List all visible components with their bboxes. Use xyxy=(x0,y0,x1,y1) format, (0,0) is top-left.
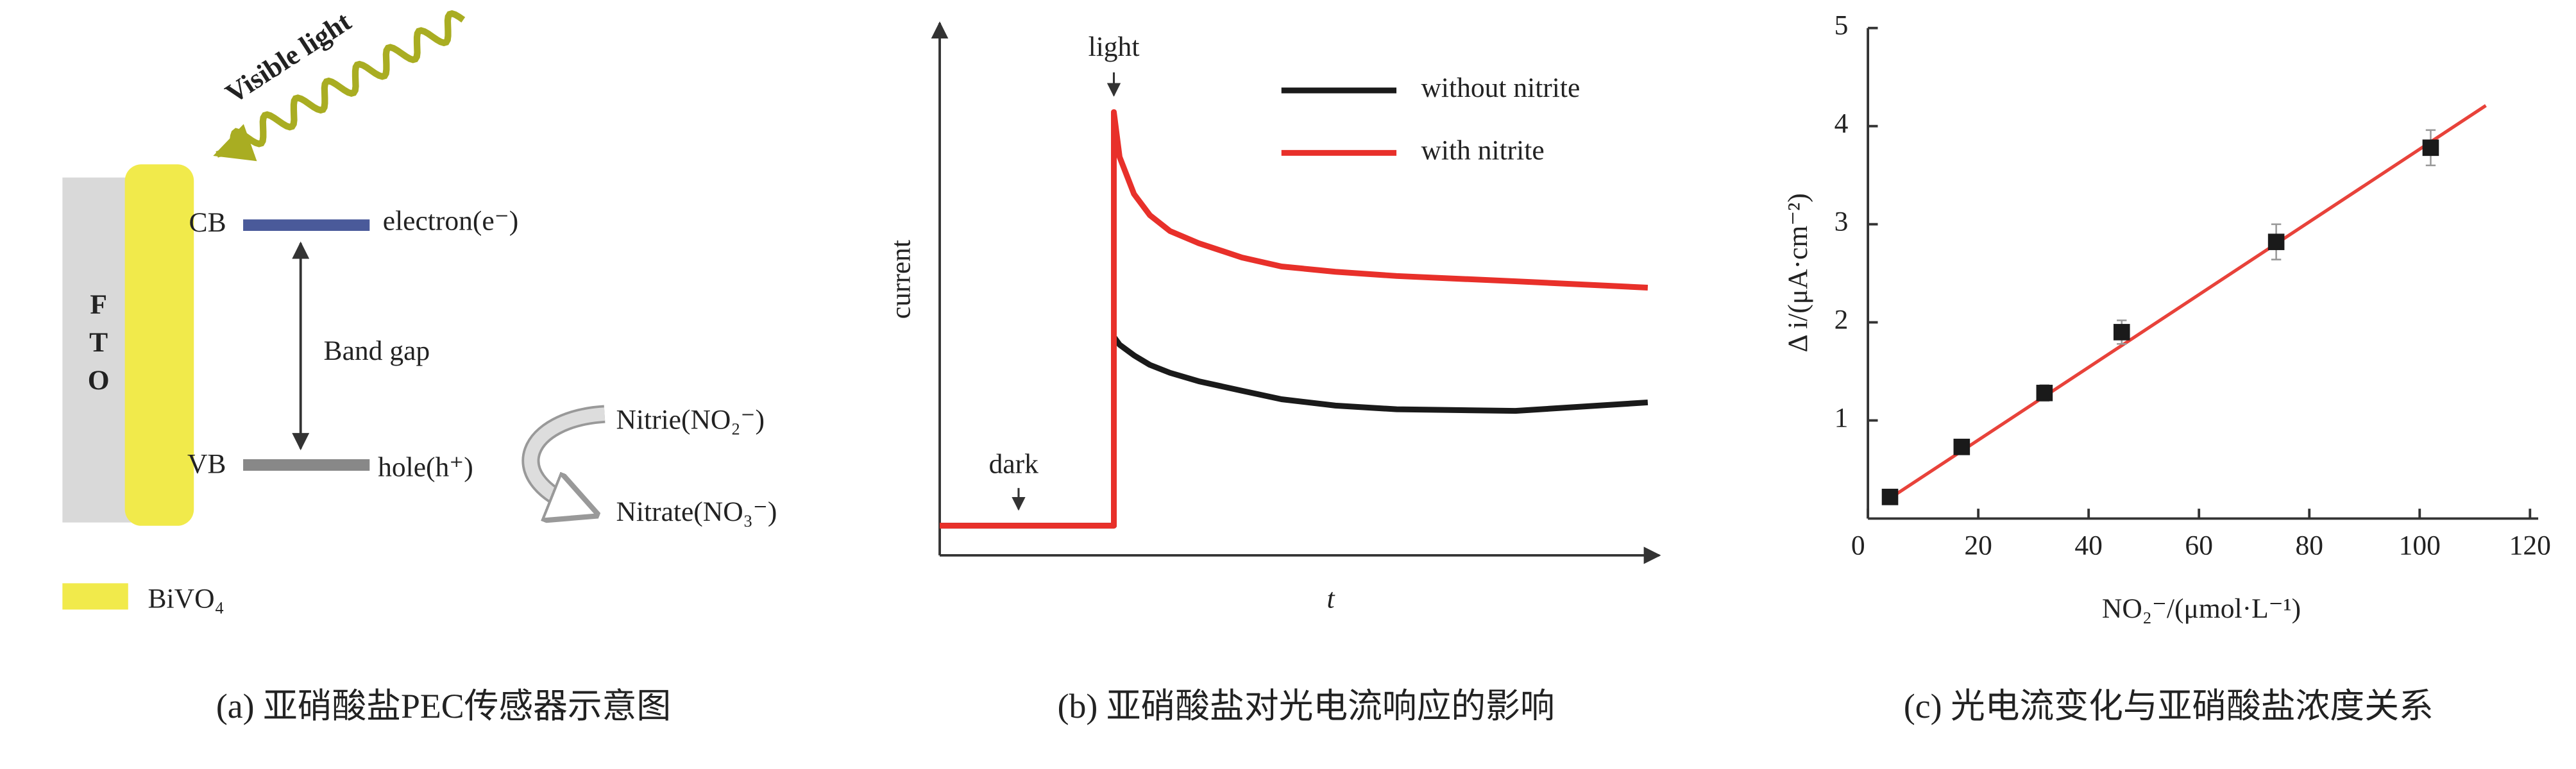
point xyxy=(1953,439,1970,455)
point xyxy=(2036,384,2053,401)
point xyxy=(2113,324,2130,341)
annotation: light xyxy=(1089,31,1140,62)
hole-label: hole(h⁺) xyxy=(378,452,473,483)
electron-label: electron(e⁻) xyxy=(383,205,518,236)
x-tick-label: 120 xyxy=(2509,530,2551,561)
fto-letter: O xyxy=(88,365,110,396)
light-wave xyxy=(213,10,466,162)
point xyxy=(2422,139,2439,156)
point xyxy=(2267,233,2285,250)
x-axis-label: t xyxy=(1327,584,1335,614)
line-series xyxy=(940,334,1648,529)
legend-label: BiVO₄ xyxy=(148,584,225,614)
fit-line xyxy=(1883,104,2487,503)
conversion-arrow-fill xyxy=(524,407,606,506)
x-tick-label: 60 xyxy=(2185,530,2213,561)
y-axis-label: current xyxy=(886,240,917,319)
caption: (a) 亚硝酸盐PEC传感器示意图 xyxy=(216,687,671,725)
bivo4-layer xyxy=(124,164,194,526)
fto-letter: T xyxy=(89,327,108,358)
caption: (c) 光电流变化与亚硝酸盐浓度关系 xyxy=(1904,687,2434,725)
panel-a: F T O CB electron(e⁻) Band gap VB hole(h… xyxy=(62,6,777,614)
x-tick-label: 100 xyxy=(2399,530,2441,561)
y-tick-label: 1 xyxy=(1835,403,1849,434)
nitrate-label: Nitrate(NO₃⁻) xyxy=(616,496,777,527)
light-label: Visible light xyxy=(220,6,357,110)
caption: (b) 亚硝酸盐对光电流响应的影响 xyxy=(1058,687,1555,725)
vb-label: VB xyxy=(187,449,226,480)
y-axis-label: Δ i/(μA·cm⁻²) xyxy=(1783,193,1813,352)
x-tick-label: 0 xyxy=(1851,530,1865,561)
legend-label: with nitrite xyxy=(1421,135,1544,165)
point xyxy=(1881,489,1899,505)
y-tick-label: 3 xyxy=(1835,207,1849,237)
x-tick-label: 40 xyxy=(2074,530,2103,561)
cb-label: CB xyxy=(189,207,226,238)
fto-layer xyxy=(62,177,135,523)
annotation: dark xyxy=(989,449,1039,480)
x-axis-label: NO₂⁻/(μmol·L⁻¹) xyxy=(2102,593,2301,624)
y-tick-label: 5 xyxy=(1835,10,1849,41)
nitrite-label: Nitrie(NO₂⁻) xyxy=(616,404,765,435)
x-tick-label: 80 xyxy=(2295,530,2323,561)
y-tick-label: 2 xyxy=(1835,305,1849,335)
legend-label: without nitrite xyxy=(1421,72,1580,103)
x-tick-label: 20 xyxy=(1964,530,1992,561)
line-series xyxy=(940,109,1648,529)
band-gap-label: Band gap xyxy=(324,335,430,366)
y-tick-label: 4 xyxy=(1835,108,1849,139)
legend-swatch xyxy=(62,583,128,610)
fto-letter: F xyxy=(90,289,107,320)
